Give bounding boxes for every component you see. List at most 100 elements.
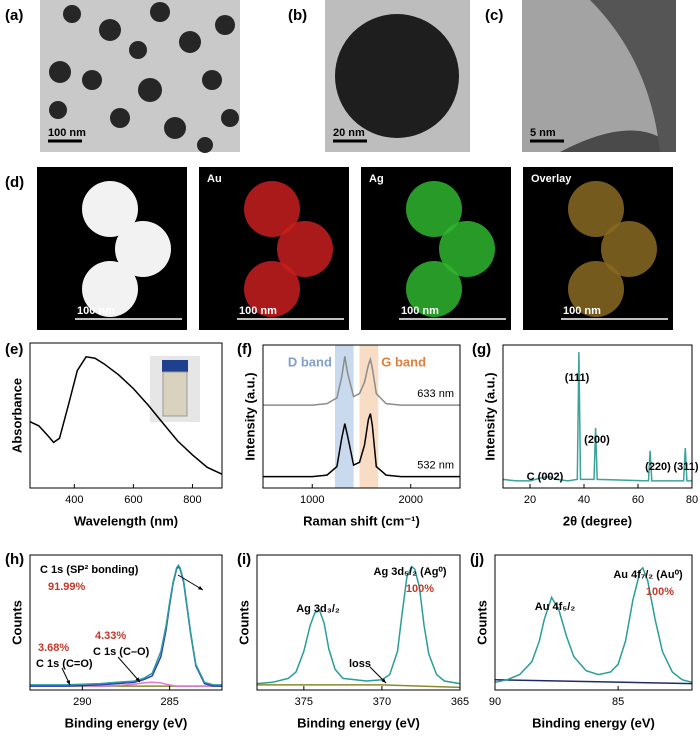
particle-map	[277, 221, 333, 277]
particle-map	[82, 261, 138, 317]
tile-title: Overlay	[531, 173, 572, 185]
particle-map	[244, 181, 300, 237]
annotation: 100%	[406, 583, 434, 595]
x-tick-label: 290	[73, 696, 91, 708]
series-line	[29, 355, 223, 475]
tile-title: Au	[207, 173, 222, 185]
annotation: loss	[349, 658, 371, 670]
annotation: Ag 3d₅/₂ (Ag⁰)	[374, 566, 447, 578]
x-tick-label: 90	[489, 696, 501, 708]
particle-map	[115, 221, 171, 277]
annotation: C 1s (SP² bonding)	[40, 564, 139, 576]
panel-label: (c)	[485, 7, 503, 24]
arrow-head	[66, 680, 70, 685]
series-label: 532 nm	[417, 459, 454, 471]
x-axis-label: Raman shift (cm⁻¹)	[303, 513, 420, 528]
panel-label: (a)	[5, 7, 23, 24]
particle-map	[244, 261, 300, 317]
plot-frame	[29, 554, 223, 691]
particle-edge	[590, 0, 676, 152]
arrow-head	[135, 677, 140, 682]
panel-label: (j)	[470, 551, 484, 568]
x-axis-label: Wavelength (nm)	[74, 513, 178, 528]
annotation: 100%	[646, 586, 674, 598]
band	[334, 345, 354, 488]
annotation: C (002)	[527, 471, 564, 483]
panel-label: (i)	[237, 551, 251, 568]
series-line	[30, 563, 222, 686]
scale-bar-label: 100 nm	[77, 305, 115, 317]
x-axis-label: Binding energy (eV)	[297, 715, 420, 730]
series-line	[263, 413, 460, 478]
particle-map	[82, 181, 138, 237]
scale-bar-label: 100 nm	[239, 305, 277, 317]
x-tick-label: 40	[578, 494, 590, 506]
plot-frame	[502, 344, 693, 489]
series-line	[263, 356, 460, 406]
y-axis-label: Counts	[236, 600, 251, 645]
scale-bar-label: 100 nm	[401, 305, 439, 317]
scale-bar-label: 100 nm	[563, 305, 601, 317]
arrow-head	[381, 678, 386, 683]
series-line	[30, 681, 222, 687]
series-line	[256, 565, 461, 685]
x-tick-label: 365	[451, 696, 469, 708]
x-tick-label: 20	[524, 494, 536, 506]
arrow-head	[198, 585, 203, 590]
panel-label: (h)	[5, 551, 24, 568]
particle-map	[568, 181, 624, 237]
annotation: (200)	[584, 434, 610, 446]
panel-label: (d)	[5, 174, 24, 191]
annotation: 91.99%	[48, 581, 86, 593]
scale-bar-label: 100 nm	[48, 127, 86, 139]
series-line	[494, 678, 693, 685]
x-tick-label: 60	[632, 494, 644, 506]
annotation: (220)	[645, 461, 671, 473]
panel-label: (g)	[472, 341, 491, 358]
series-line	[494, 566, 693, 684]
band-label: D band	[288, 354, 332, 369]
particle-map	[439, 221, 495, 277]
y-axis-label: Absorbance	[9, 378, 24, 453]
particle	[335, 14, 459, 138]
series-line	[502, 352, 692, 482]
plot-frame	[29, 342, 223, 489]
y-axis-label: Counts	[9, 600, 24, 645]
panel-label: (b)	[288, 7, 307, 24]
panel-label: (e)	[5, 341, 23, 358]
x-tick-label: 2000	[399, 494, 423, 506]
annotation: C 1s (C–O)	[93, 646, 150, 658]
y-axis-label: Intensity (a.u.)	[242, 372, 257, 460]
x-tick-label: 80	[686, 494, 698, 506]
particles	[49, 2, 239, 153]
x-tick-label: 600	[124, 494, 142, 506]
scale-bar-label: 5 nm	[530, 127, 556, 139]
x-tick-label: 400	[65, 494, 83, 506]
x-tick-label: 85	[612, 696, 624, 708]
particle-map	[568, 261, 624, 317]
band-label: G band	[381, 354, 426, 369]
tile-title: Ag	[369, 173, 384, 185]
annotation: (111)	[565, 372, 590, 384]
annotation: Ag 3d₃/₂	[296, 603, 340, 615]
x-tick-label: 1000	[300, 494, 324, 506]
x-tick-label: 375	[295, 696, 313, 708]
vial-inset	[150, 356, 200, 422]
plot-frame	[494, 554, 693, 691]
x-tick-label: 370	[373, 696, 391, 708]
annotation: 3.68%	[38, 642, 69, 654]
x-tick-label: 800	[183, 494, 201, 506]
annotation: C 1s (C=O)	[36, 658, 93, 670]
plot-frame	[262, 344, 461, 489]
x-tick-label: 285	[160, 696, 178, 708]
y-axis-label: Intensity (a.u.)	[482, 372, 497, 460]
plot-frame	[256, 554, 461, 691]
annotation: Au 4f₇/₂ (Au⁰)	[613, 569, 683, 581]
arrow	[177, 574, 204, 591]
panel-label: (f)	[237, 341, 252, 358]
annotation: 4.33%	[95, 630, 126, 642]
x-axis-label: 2θ (degree)	[563, 513, 632, 528]
particle-map	[406, 261, 462, 317]
x-axis-label: Binding energy (eV)	[65, 715, 188, 730]
